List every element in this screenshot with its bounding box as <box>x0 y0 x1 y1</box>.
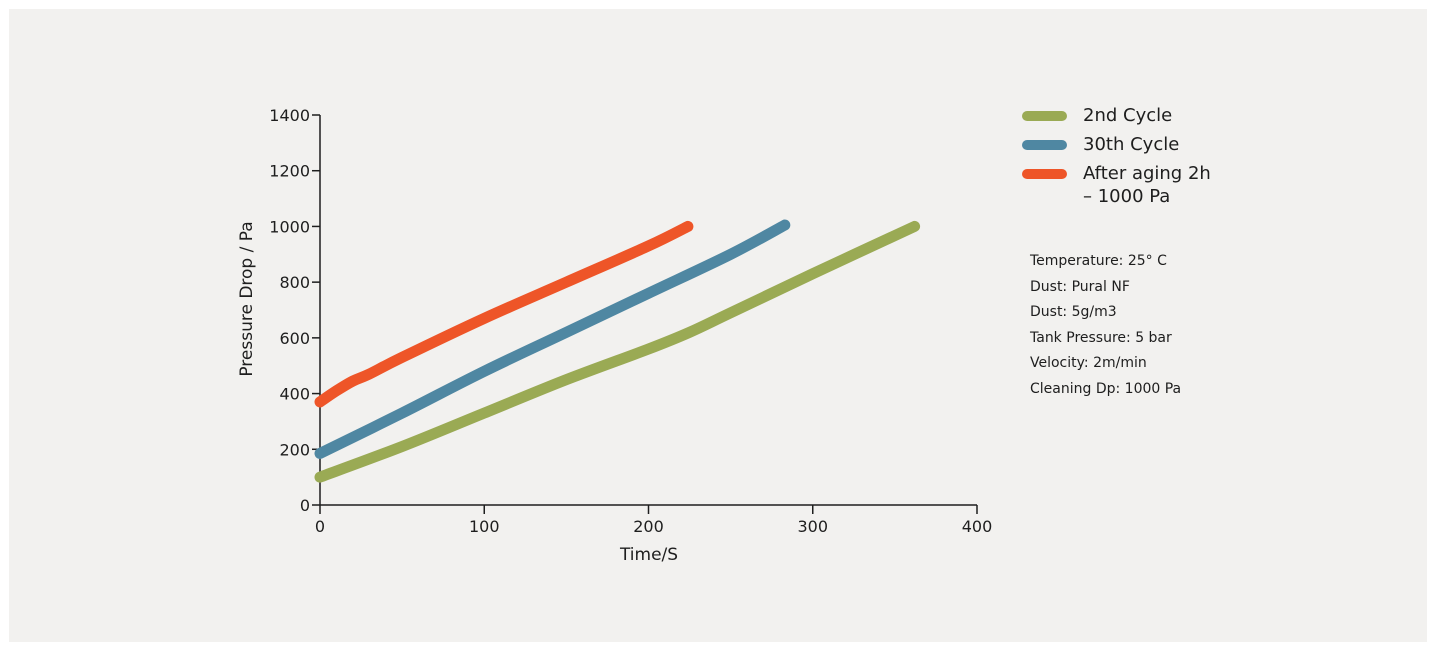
y-tick-label: 400 <box>279 385 310 404</box>
legend-label: After aging 2h – 1000 Pa <box>1083 163 1211 207</box>
y-tick-label: 600 <box>279 329 310 348</box>
condition-line: Velocity: 2m/min <box>1030 355 1147 372</box>
series-line-2 <box>314 219 791 459</box>
y-tick-label: 800 <box>279 273 310 292</box>
test-conditions: Temperature: 25° C Dust: Pural NF Dust: 5g… <box>1030 249 1181 403</box>
y-tick-label: 1400 <box>269 106 310 125</box>
legend-swatch <box>1022 111 1067 121</box>
condition-line: Dust: Pural NF <box>1030 278 1130 295</box>
x-tick-label: 100 <box>469 517 500 536</box>
y-axis-title: Pressure Drop / Pa <box>237 221 257 376</box>
legend-item: After aging 2h – 1000 Pa <box>1022 162 1282 208</box>
y-tick-label: 1000 <box>269 217 310 236</box>
x-tick-label: 200 <box>633 517 664 536</box>
axes: 0 100 200 300 400 0 200 400 600 800 1000 1200 1400 <box>269 106 992 536</box>
legend-swatch <box>1022 169 1067 179</box>
legend: 2nd Cycle 30th Cycle After aging 2h – 1000… <box>1022 104 1282 214</box>
x-tick-label: 400 <box>962 517 993 536</box>
series-line-1 <box>314 220 921 483</box>
y-tick-label: 0 <box>300 496 310 515</box>
legend-item: 30th Cycle <box>1022 133 1282 156</box>
condition-line: Temperature: 25° C <box>1030 253 1167 269</box>
x-tick-label: 0 <box>315 517 325 536</box>
condition-line: Tank Pressure: 5 bar <box>1030 329 1172 346</box>
series-layer <box>314 219 921 483</box>
legend-swatch <box>1022 140 1067 150</box>
y-tick-label: 1200 <box>269 162 310 181</box>
legend-item: 2nd Cycle <box>1022 104 1282 127</box>
series-line-3 <box>314 220 694 408</box>
x-tick-label: 300 <box>797 517 828 536</box>
chart-panel <box>9 9 1427 642</box>
condition-line: Dust: 5g/m3 <box>1030 304 1117 321</box>
legend-label: 2nd Cycle <box>1083 105 1173 126</box>
y-tick-label: 200 <box>279 440 310 459</box>
legend-label: 30th Cycle <box>1083 134 1180 155</box>
x-axis-title: Time/S <box>619 545 678 565</box>
condition-line: Cleaning Dp: 1000 Pa <box>1030 380 1182 397</box>
